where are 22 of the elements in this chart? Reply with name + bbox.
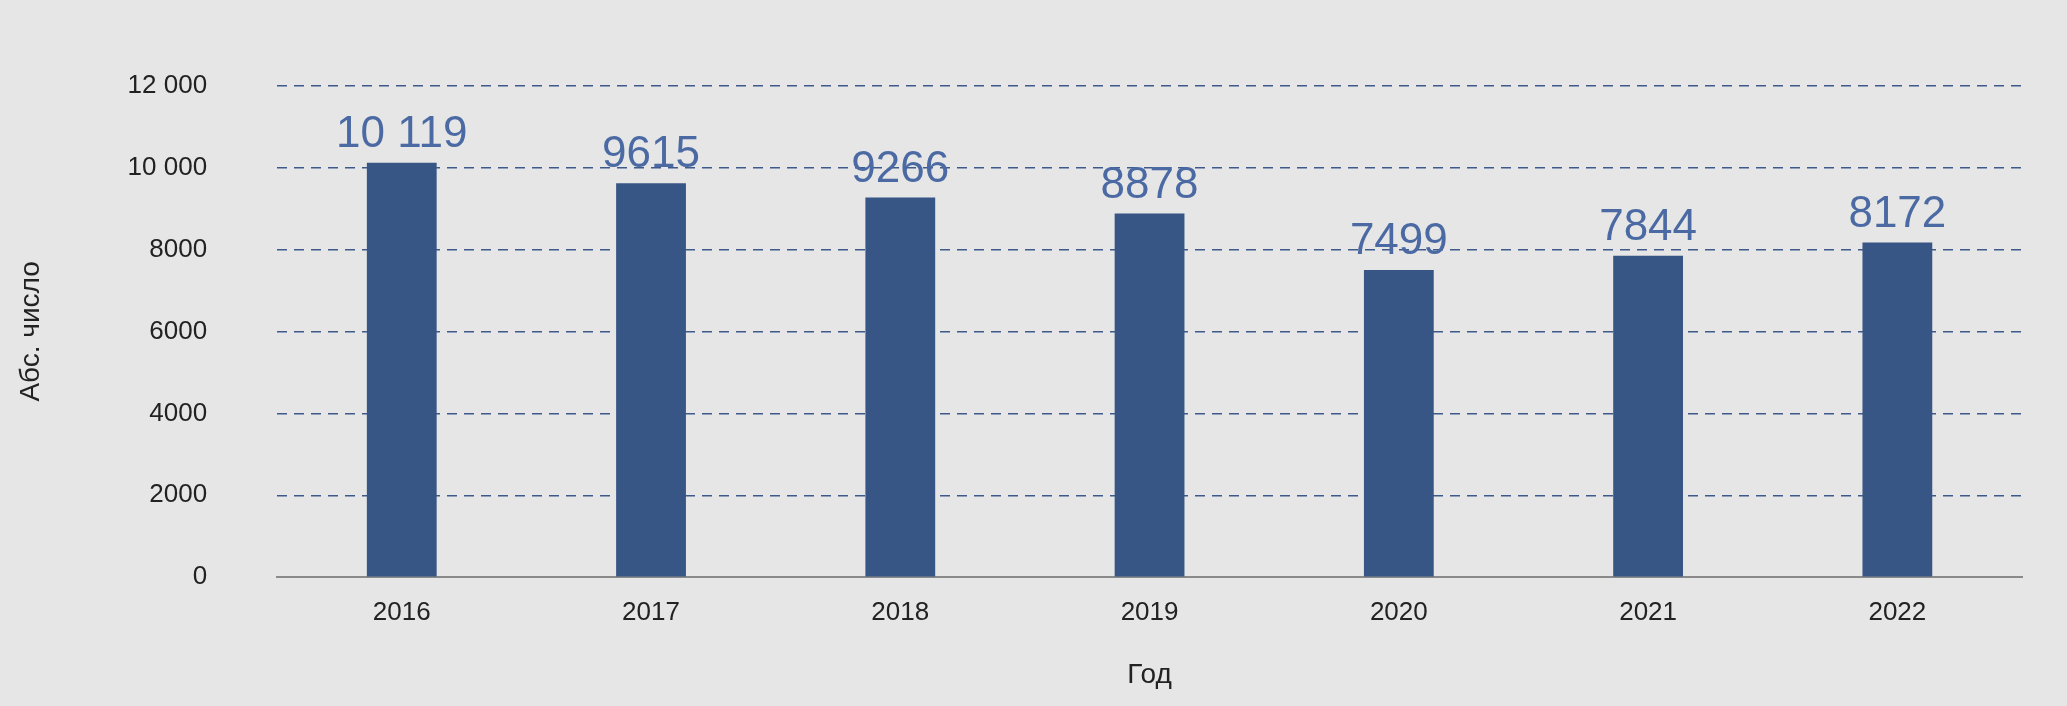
y-tick-label: 2000 <box>149 478 208 509</box>
data-label: 10 119 <box>336 106 468 156</box>
x-axis-title: Год <box>1127 657 1172 689</box>
y-axis-title: Абс. число <box>13 261 45 402</box>
data-label: 8172 <box>1848 186 1947 236</box>
x-tick-label: 2018 <box>871 595 930 626</box>
x-tick-label: 2021 <box>1619 595 1678 626</box>
data-label: 8878 <box>1100 157 1199 207</box>
x-tick-label: 2016 <box>372 595 431 626</box>
data-label: 7844 <box>1599 200 1698 249</box>
y-tick-label: 6000 <box>149 314 208 345</box>
data-label: 7499 <box>1349 214 1448 264</box>
y-tick-label: 10 000 <box>127 150 208 181</box>
y-tick-label: 0 <box>192 560 208 591</box>
y-tick-label: 4000 <box>149 396 208 427</box>
data-label: 9615 <box>602 127 700 177</box>
x-tick-label: 2017 <box>622 595 680 626</box>
x-tick-label: 2020 <box>1369 595 1428 626</box>
y-tick-label: 12 000 <box>127 68 208 99</box>
x-tick-label: 2022 <box>1868 595 1927 626</box>
y-tick-label: 8000 <box>149 232 208 263</box>
x-tick-label: 2019 <box>1120 595 1179 626</box>
